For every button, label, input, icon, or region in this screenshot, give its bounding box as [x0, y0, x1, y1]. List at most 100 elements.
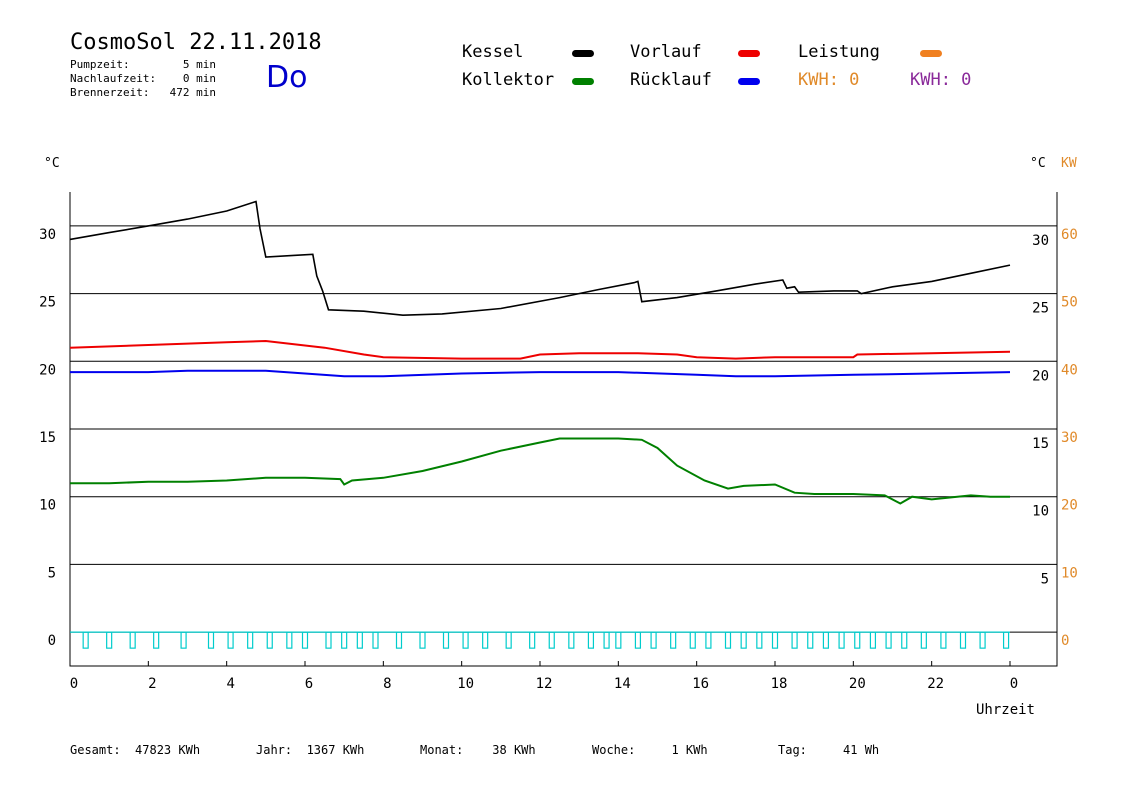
- leistung-pulse: [325, 631, 332, 649]
- y-tick-right-kw: 10: [1061, 565, 1078, 581]
- leistung-pulse: [634, 631, 642, 649]
- y-tick-right-kw: 60: [1061, 227, 1078, 243]
- y-tick-right-celsius: 10: [1032, 504, 1049, 520]
- leistung-pulse: [395, 631, 403, 649]
- series-line-vorlauf: [69, 339, 1011, 360]
- leistung-pulse: [568, 631, 575, 649]
- x-tick-label: 20: [849, 676, 866, 692]
- chart-title: CosmoSol 22.11.2018: [70, 30, 322, 55]
- leistung-pulse: [356, 631, 363, 649]
- series-line-kollektor: [70, 437, 1010, 505]
- leistung-pulse: [419, 631, 426, 649]
- leistung-pulse: [705, 631, 712, 649]
- x-axis-title: Uhrzeit: [976, 702, 1035, 718]
- leistung-pulse: [979, 631, 986, 649]
- series-line-ruecklauf: [70, 369, 1011, 378]
- leistung-pulse: [822, 631, 830, 649]
- weekday-label: Do: [266, 60, 308, 95]
- kwh-value-orange: KWH: 0: [798, 70, 860, 90]
- x-tick-label: 12: [536, 676, 553, 692]
- leistung-pulse: [807, 631, 814, 649]
- leistung-pulse: [82, 631, 89, 649]
- info-nachlaufzeit: Nachlaufzeit: 0 min: [70, 72, 216, 85]
- y-tick-left: 30: [39, 227, 56, 243]
- legend-label-ruecklauf: Rücklauf: [630, 70, 712, 90]
- leistung-pulse: [615, 631, 622, 649]
- legend-label-kessel: Kessel: [462, 42, 524, 62]
- leistung-pulse: [959, 631, 967, 649]
- footer-jahr: Jahr: 1367 KWh: [256, 743, 365, 757]
- x-tick-label: 18: [771, 676, 788, 692]
- leistung-pulse: [442, 631, 450, 649]
- x-tick-label: 22: [927, 676, 944, 692]
- y-tick-right-celsius: 15: [1032, 436, 1049, 452]
- leistung-pulse: [854, 631, 861, 649]
- leistung-pulse: [885, 631, 892, 649]
- y-tick-left: 0: [48, 633, 56, 649]
- leistung-pulse: [180, 631, 187, 649]
- x-tick-label: 14: [614, 676, 631, 692]
- y-tick-left: 10: [39, 498, 56, 514]
- x-tick-label: 8: [383, 676, 391, 692]
- y-tick-right-celsius: 30: [1032, 233, 1049, 249]
- series-line-kessel: [69, 200, 1011, 317]
- leistung-pulse: [650, 631, 657, 649]
- leistung-pulse: [724, 631, 732, 649]
- y-tick-left: 25: [39, 295, 56, 311]
- legend-swatch-ruecklauf: [738, 78, 760, 85]
- y-tick-right-kw: 50: [1061, 295, 1078, 311]
- footer-monat: Monat: 38 KWh: [420, 743, 536, 757]
- leistung-pulse: [838, 631, 845, 649]
- leistung-pulse: [940, 631, 947, 649]
- leistung-pulse: [869, 631, 877, 649]
- leistung-pulse: [129, 631, 136, 649]
- y-tick-right-kw: 20: [1061, 498, 1078, 514]
- legend-label-kollektor: Kollektor: [462, 70, 555, 90]
- right-axis-unit-celsius: °C: [1030, 156, 1046, 171]
- leistung-pulse: [153, 631, 160, 649]
- legend-swatch-kessel: [572, 50, 594, 57]
- y-tick-right-celsius: 20: [1032, 368, 1049, 384]
- x-tick-label: 16: [692, 676, 709, 692]
- leistung-pulse: [266, 631, 273, 649]
- legend-label-leistung: Leistung: [798, 42, 880, 62]
- leistung-pulse: [301, 631, 309, 649]
- y-tick-right-celsius: 5: [1041, 571, 1049, 587]
- leistung-pulse: [756, 631, 763, 649]
- x-tick-label: 6: [305, 676, 313, 692]
- leistung-pulse: [341, 631, 348, 649]
- legend-swatch-vorlauf: [738, 50, 760, 57]
- leistung-pulse: [505, 631, 512, 649]
- y-tick-left: 15: [39, 430, 56, 446]
- y-tick-right-celsius: 25: [1032, 301, 1049, 317]
- legend-swatch-leistung: [920, 50, 942, 57]
- leistung-pulse: [791, 631, 798, 649]
- x-tick-label: 0: [70, 676, 78, 692]
- leistung-pulse: [603, 631, 610, 649]
- leistung-pulse: [587, 631, 595, 649]
- leistung-pulse: [740, 631, 747, 649]
- leistung-pulse: [227, 631, 234, 649]
- y-tick-left: 5: [48, 565, 56, 581]
- leistung-pulse: [901, 631, 908, 649]
- leistung-pulse: [286, 631, 293, 649]
- leistung-pulse: [207, 631, 215, 649]
- info-pumpzeit: Pumpzeit: 5 min: [70, 58, 216, 71]
- legend-label-vorlauf: Vorlauf: [630, 42, 702, 62]
- left-axis-unit: °C: [44, 156, 60, 171]
- right-axis-unit-kw: KW: [1061, 156, 1077, 171]
- legend-swatch-kollektor: [572, 78, 594, 85]
- footer-woche: Woche: 1 KWh: [592, 743, 708, 757]
- x-tick-label: 10: [457, 676, 474, 692]
- x-tick-label: 0: [1010, 676, 1018, 692]
- leistung-pulse: [1002, 631, 1010, 649]
- x-tick-label: 2: [148, 676, 156, 692]
- leistung-pulse: [529, 631, 536, 649]
- info-brennerzeit: Brennerzeit: 472 min: [70, 86, 216, 99]
- y-tick-right-kw: 0: [1061, 633, 1069, 649]
- y-tick-left: 20: [39, 362, 56, 378]
- leistung-pulse: [462, 631, 469, 649]
- leistung-pulse: [372, 631, 379, 649]
- leistung-pulse: [670, 631, 677, 649]
